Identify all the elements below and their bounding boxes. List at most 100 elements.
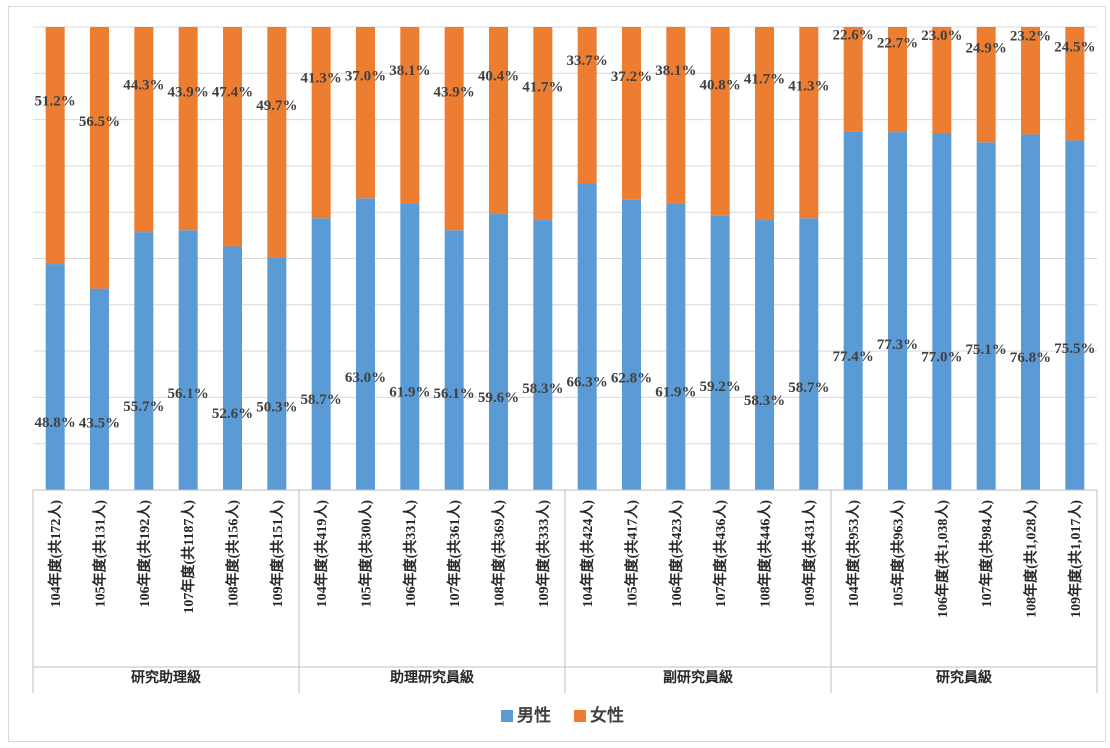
data-label-female: 43.9%: [168, 85, 209, 101]
data-label-female: 37.0%: [345, 69, 386, 85]
data-label-female: 22.7%: [877, 36, 918, 52]
data-label-male: 75.5%: [1054, 341, 1095, 357]
bar-male: [533, 220, 553, 491]
data-label-female: 44.3%: [123, 78, 164, 94]
data-label-male: 43.5%: [79, 415, 120, 431]
tick-label: 107年度(共984人): [978, 500, 995, 608]
tick-label: 105年度(共300人): [358, 500, 375, 608]
data-label-female: 40.8%: [700, 77, 741, 93]
data-label-female: 47.4%: [212, 85, 253, 101]
tick-label: 106年度(共331人): [402, 500, 419, 608]
bar-female: [622, 27, 641, 200]
data-label-male: 77.4%: [833, 349, 874, 365]
data-label-male: 55.7%: [123, 399, 164, 415]
tick-label: 106年度(共192人): [136, 500, 153, 608]
data-label-male: 52.6%: [212, 406, 253, 422]
data-label-female: 38.1%: [655, 63, 696, 79]
bar-female: [90, 27, 109, 289]
tick-label: 109年度(共431人): [801, 500, 818, 608]
bar-male: [843, 131, 863, 490]
chart-frame: 48.8% 51.2% 43.5% 56.5% 55.7% 44.3% 56.1% 43.9%…: [8, 6, 1106, 742]
bar-male: [799, 218, 819, 490]
bar-female: [45, 27, 65, 265]
bar-male: [1065, 140, 1085, 490]
tick-label: 109年度(共1,017人): [1067, 500, 1084, 618]
data-label-male: 75.1%: [966, 342, 1007, 358]
bar-female: [444, 27, 464, 231]
bars: [45, 27, 1085, 491]
data-label-male: 58.3%: [522, 381, 563, 397]
data-label-female: 41.3%: [301, 71, 342, 87]
bar-female: [1021, 27, 1040, 135]
bar-male: [976, 142, 996, 491]
bar-female: [843, 27, 863, 132]
bar-female: [932, 27, 952, 134]
bar-female: [356, 27, 375, 199]
data-label-male: 56.1%: [434, 386, 475, 402]
bar-female: [489, 27, 508, 215]
category-axis: 104年度(共172人) 105年度(共131人) 106年度(共192人) 107年…: [32, 489, 1098, 693]
bar-female: [267, 27, 287, 258]
bar-male: [444, 230, 464, 490]
tick-label: 109年度(共333人): [535, 500, 552, 608]
bar-male: [311, 218, 331, 490]
bar-male: [178, 230, 198, 490]
group-label: 副研究員級: [663, 669, 733, 686]
data-label-male: 48.8%: [35, 415, 76, 431]
data-label-female: 43.9%: [434, 85, 475, 101]
tick-label: 104年度(共424人): [579, 500, 596, 608]
data-label-female: 23.2%: [1010, 29, 1051, 45]
data-label-male: 77.3%: [877, 337, 918, 353]
tick-label: 108年度(共446人): [757, 500, 774, 608]
data-label-female: 24.5%: [1054, 40, 1095, 56]
bar-female: [755, 27, 774, 221]
tick-label: 109年度(共151人): [269, 500, 286, 608]
bar-female: [311, 27, 331, 219]
tick-label: 104年度(共419人): [313, 500, 330, 608]
bar-male: [267, 257, 287, 490]
data-label-female: 24.9%: [966, 41, 1007, 57]
data-labels: 48.8% 51.2% 43.5% 56.5% 55.7% 44.3% 56.1% 43.9%…: [35, 27, 1096, 431]
group-label: 助理研究員級: [390, 669, 474, 686]
data-label-male: 56.1%: [168, 386, 209, 402]
legend-label-male: 男性: [517, 705, 551, 725]
data-label-male: 50.3%: [256, 400, 297, 416]
tick-label: 107年度(共361人): [446, 500, 463, 608]
data-label-female: 23.0%: [921, 28, 962, 44]
tick-label: 108年度(共369人): [491, 500, 508, 608]
data-label-male: 59.2%: [700, 379, 741, 395]
bar-female: [134, 27, 154, 233]
gridlines: [33, 26, 1097, 491]
tick-label: 108年度(共156人): [225, 500, 242, 608]
bar-male: [489, 214, 508, 490]
bar-male: [710, 215, 730, 491]
data-label-male: 59.6%: [478, 390, 519, 406]
tick-label: 107年度(共1187人): [180, 500, 197, 614]
data-label-female: 41.7%: [522, 80, 563, 96]
bar-male: [90, 288, 109, 490]
bar-male: [45, 264, 65, 490]
data-label-male: 61.9%: [389, 385, 430, 401]
tick-label: 104年度(共172人): [47, 500, 64, 608]
tick-label: 108年度(共1,028人): [1023, 500, 1040, 618]
bar-female: [577, 27, 597, 184]
bar-female: [799, 27, 819, 219]
bar-female: [1065, 27, 1085, 141]
bar-male: [666, 203, 686, 490]
bar-male: [888, 132, 907, 490]
stacked-bar-chart: 48.8% 51.2% 43.5% 56.5% 55.7% 44.3% 56.1% 43.9%…: [32, 26, 1098, 725]
bar-female: [976, 27, 996, 143]
data-label-female: 37.2%: [611, 69, 652, 85]
data-label-female: 40.4%: [478, 69, 519, 85]
tick-label: 105年度(共963人): [890, 500, 907, 608]
data-label-female: 49.7%: [256, 98, 297, 114]
data-label-female: 51.2%: [35, 94, 76, 110]
tick-label: 105年度(共417人): [624, 500, 641, 608]
tick-label: 104年度(共953人): [845, 500, 862, 608]
data-label-male: 62.8%: [611, 371, 652, 387]
legend-label-female: 女性: [590, 705, 624, 725]
legend-swatch-female: [574, 710, 586, 722]
data-label-male: 61.9%: [655, 385, 696, 401]
bar-female: [710, 27, 730, 216]
tick-label: 107年度(共436人): [712, 500, 729, 608]
